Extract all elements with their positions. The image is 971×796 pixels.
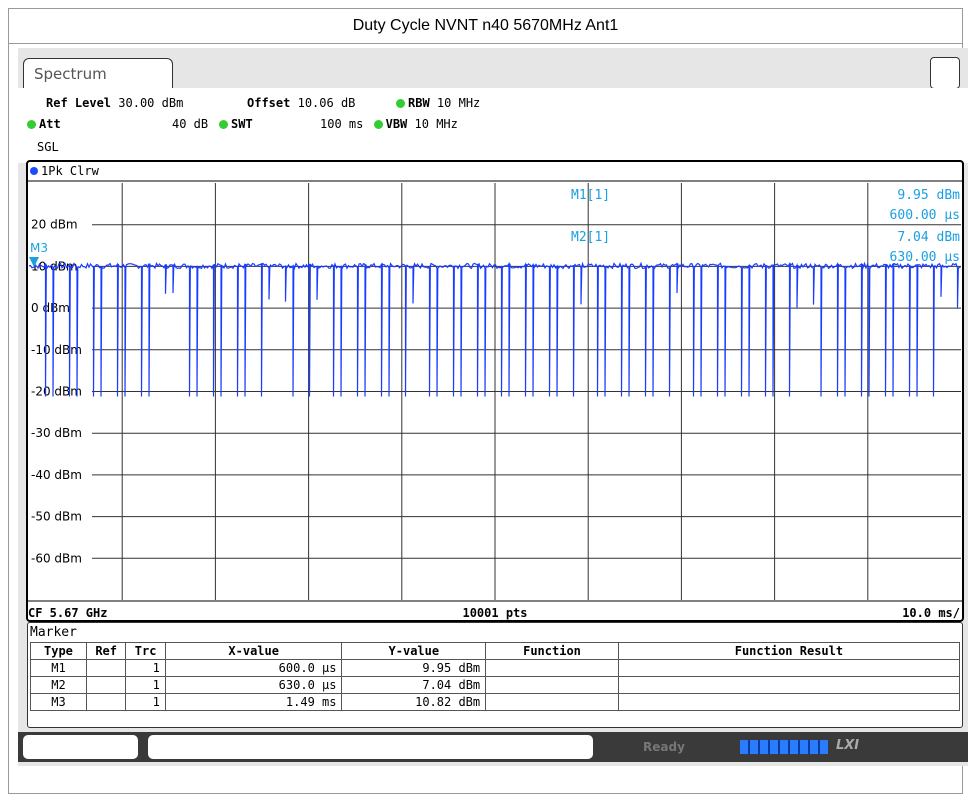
page-title: Duty Cycle NVNT n40 5670MHz Ant1 bbox=[8, 8, 963, 44]
cell bbox=[485, 659, 619, 677]
marker-x: 630.00 µs bbox=[890, 250, 960, 265]
cell bbox=[85, 676, 127, 694]
column-header: Function Result bbox=[617, 642, 961, 660]
cell: 9.95 dBm bbox=[341, 659, 487, 677]
status-field[interactable] bbox=[148, 735, 593, 759]
cell: 1.49 ms bbox=[164, 693, 343, 711]
column-header: Ref bbox=[85, 642, 127, 660]
cell: 600.0 µs bbox=[164, 659, 343, 677]
marker-row: M2 1 630.0 µs 7.04 dBm bbox=[30, 676, 961, 694]
y-axis-label: -30 dBm bbox=[31, 426, 82, 440]
marker-row: M1 1 600.0 µs 9.95 dBm bbox=[30, 659, 961, 677]
cell: 10.82 dBm bbox=[341, 693, 487, 711]
status-field[interactable] bbox=[23, 735, 138, 759]
setting: Ref Level 30.00 dBm bbox=[46, 96, 184, 110]
header-row: Type Ref Trc X-value Y-value Function Function… bbox=[30, 642, 961, 660]
column-header: X-value bbox=[164, 642, 343, 660]
cell: 1 bbox=[125, 659, 166, 677]
y-axis-label: -60 dBm bbox=[31, 551, 82, 565]
y-axis-label: -10 dBm bbox=[31, 343, 82, 357]
setting: 40 dB bbox=[172, 117, 209, 131]
marker-name: M1[1] bbox=[571, 188, 610, 203]
setting: 100 ms VBW 10 MHz bbox=[320, 117, 458, 131]
center-frequency: CF 5.67 GHz bbox=[28, 606, 107, 620]
cell bbox=[485, 693, 619, 711]
column-header: Type bbox=[30, 642, 87, 660]
cell bbox=[617, 659, 961, 677]
marker-m3-label: M3 bbox=[30, 241, 48, 255]
y-axis-label: 20 dBm bbox=[31, 218, 78, 232]
setting: SWT bbox=[216, 117, 253, 131]
mode: SGL bbox=[37, 140, 59, 154]
display-icon[interactable] bbox=[930, 57, 960, 89]
y-axis-label: -20 dBm bbox=[31, 385, 82, 399]
marker-y: 9.95 dBm bbox=[897, 188, 960, 203]
cell bbox=[617, 676, 961, 694]
scale: 10.0 ms/ bbox=[902, 606, 960, 620]
marker-table: Type Ref Trc X-value Y-value Function Function… bbox=[30, 642, 961, 711]
column-header: Trc bbox=[125, 642, 166, 660]
y-axis-label: -40 dBm bbox=[31, 468, 82, 482]
column-header: Function bbox=[485, 642, 619, 660]
cell bbox=[617, 693, 961, 711]
marker-x: 600.00 µs bbox=[890, 208, 960, 223]
progress bbox=[740, 740, 828, 754]
cell: M2 bbox=[30, 676, 87, 694]
cell: 1 bbox=[125, 676, 166, 694]
marker-name: M2[1] bbox=[571, 230, 610, 245]
marker-y: 7.04 dBm bbox=[897, 230, 960, 245]
cell: 7.04 dBm bbox=[341, 676, 487, 694]
settings-panel bbox=[18, 88, 968, 163]
setting: RBW 10 MHz bbox=[393, 96, 480, 110]
cell bbox=[85, 693, 127, 711]
marker-title: Marker bbox=[30, 625, 77, 640]
trace-label: 1Pk Clrw bbox=[41, 164, 100, 178]
cell: 630.0 µs bbox=[164, 676, 343, 694]
y-axis-label: 0 dBm bbox=[31, 301, 70, 315]
y-axis-label: -50 dBm bbox=[31, 510, 82, 524]
cell bbox=[485, 676, 619, 694]
points: 10001 pts bbox=[462, 606, 527, 620]
marker-m3 bbox=[29, 257, 39, 267]
cell: M1 bbox=[30, 659, 87, 677]
trace-dot bbox=[30, 167, 38, 175]
marker-row: M3 1 1.49 ms 10.82 dBm bbox=[30, 693, 961, 711]
setting: Offset 10.06 dB bbox=[247, 96, 356, 110]
trace bbox=[28, 261, 961, 397]
tab[interactable]: Spectrum bbox=[23, 58, 173, 88]
setting: Att bbox=[24, 117, 61, 131]
column-header: Y-value bbox=[341, 642, 487, 660]
status: Ready bbox=[643, 740, 685, 754]
cell: 1 bbox=[125, 693, 166, 711]
cell: M3 bbox=[30, 693, 87, 711]
cell bbox=[85, 659, 127, 677]
marker-panel: Marker Type Ref Trc X-value Y-value Function F… bbox=[27, 622, 963, 728]
lxi-logo: LXI bbox=[836, 738, 860, 753]
